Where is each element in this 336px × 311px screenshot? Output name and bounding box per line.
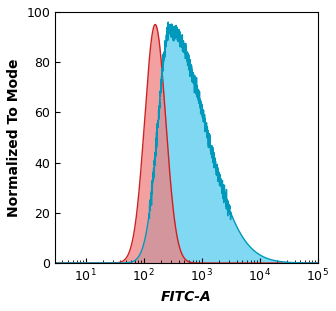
Y-axis label: Normalized To Mode: Normalized To Mode bbox=[7, 58, 21, 217]
X-axis label: FITC-A: FITC-A bbox=[161, 290, 212, 304]
